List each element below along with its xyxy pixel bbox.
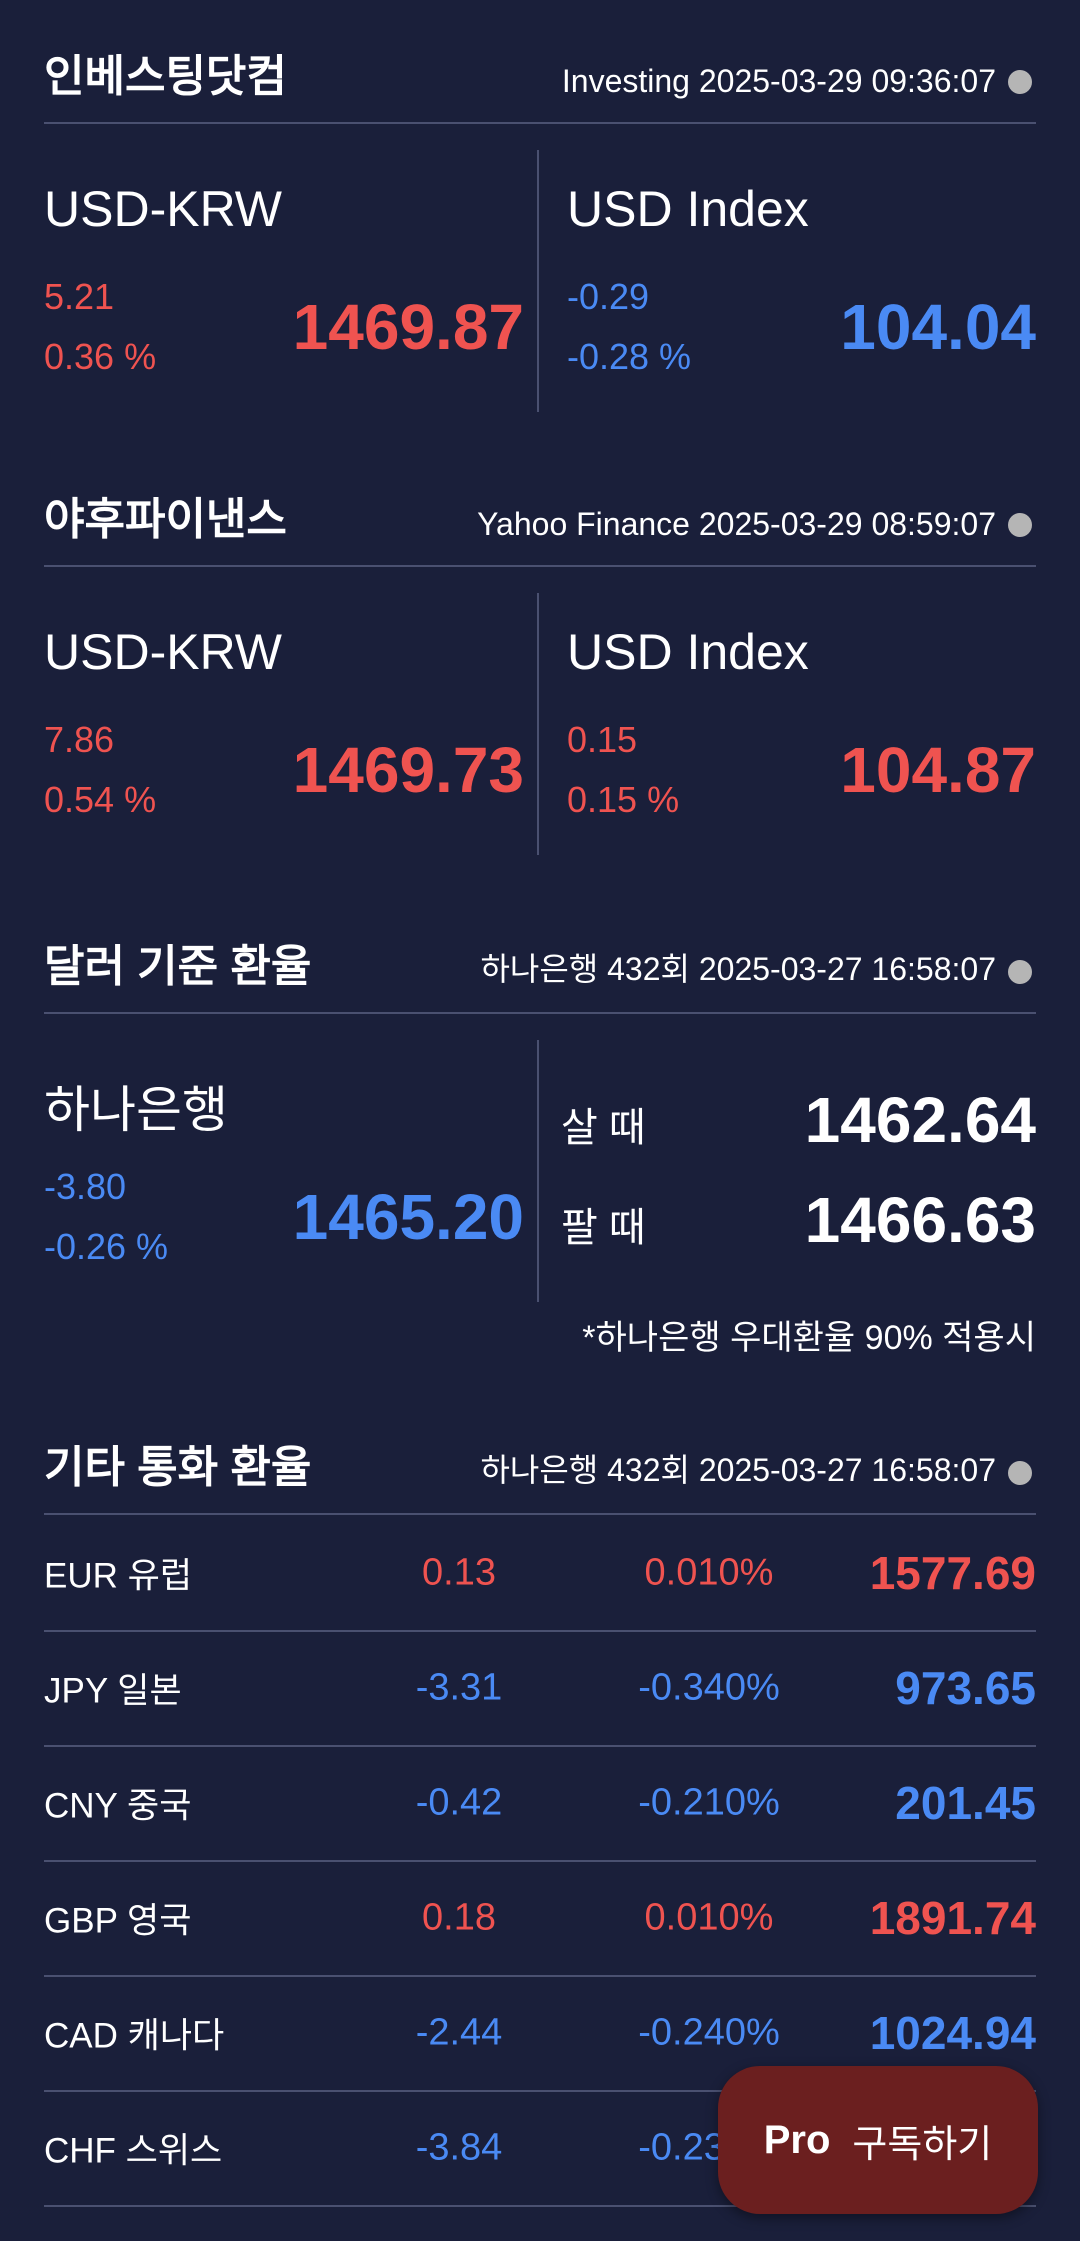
currency-name: EUR 유럽 (44, 1556, 193, 1595)
buy-label: 살 때 (561, 1106, 646, 1150)
currency-change-pct: -0.340% (638, 1666, 780, 1708)
section-title: 달러 기준 환율 (44, 942, 312, 991)
rate-change-pct: 0.15 % (567, 779, 680, 820)
source-timestamp: 하나은행 432회 2025-03-27 16:58:07 (480, 951, 996, 987)
bank-name: 하나은행 (44, 1082, 228, 1138)
pro-label: Pro (763, 2117, 831, 2162)
currency-change: -2.44 (415, 2011, 503, 2053)
currency-value: 1577.69 (869, 1546, 1036, 1599)
currency-row[interactable]: CHF 스위스 -3.84 -0.230% (44, 2090, 1036, 2207)
section-title: 인베스팅닷컴 (44, 52, 287, 101)
rate-change-pct: 0.36 % (44, 336, 157, 377)
source-timestamp: Investing 2025-03-29 09:36:07 (561, 63, 996, 99)
currency-name: JPY 일본 (44, 1671, 182, 1710)
sell-value: 1466.63 (804, 1184, 1036, 1256)
rate-name: USD Index (567, 624, 809, 680)
subscribe-label: 구독하기 (852, 2123, 993, 2166)
dollar-header: 달러 기준 환율 하나은행 432회 2025-03-27 16:58:07 (44, 932, 1036, 1014)
currency-value: 1891.74 (869, 1891, 1036, 1944)
currency-row[interactable]: CAD 캐나다 -2.44 -0.240% 1024.94 (44, 1975, 1036, 2092)
source-timestamp: 하나은행 432회 2025-03-27 16:58:07 (480, 1452, 996, 1488)
dollar-section: 달러 기준 환율 하나은행 432회 2025-03-27 16:58:07 하… (44, 890, 1036, 1370)
currency-row[interactable]: EUR 유럽 0.13 0.010% 1577.69 (44, 1515, 1036, 1632)
rate-name: USD-KRW (44, 624, 282, 680)
section-title: 기타 통화 환율 (44, 1443, 312, 1492)
sell-label: 팔 때 (561, 1206, 646, 1250)
yahoo-header: 야후파이낸스 Yahoo Finance 2025-03-29 08:59:07 (44, 485, 1036, 567)
other-header: 기타 통화 환율 하나은행 432회 2025-03-27 16:58:07 (44, 1433, 1036, 1515)
currency-change: -0.42 (415, 1781, 503, 1823)
currency-value: 1024.94 (869, 2006, 1036, 2059)
currency-row[interactable]: GBP 영국 0.18 0.010% 1891.74 (44, 1860, 1036, 1977)
pro-subscribe-button[interactable]: Pro 구독하기 (718, 2066, 1038, 2214)
rate-change-pct: -0.28 % (567, 336, 692, 377)
buy-value: 1462.64 (804, 1084, 1036, 1156)
rate-change: 7.86 (44, 719, 115, 760)
panel-divider (537, 150, 539, 412)
currency-change-pct: -0.240% (638, 2011, 780, 2053)
currency-name: CNY 중국 (44, 1786, 192, 1825)
rate-value: 1469.73 (292, 734, 524, 806)
rate-change-pct: 0.54 % (44, 779, 157, 820)
rate-change: -3.80 (44, 1166, 127, 1207)
currency-change-pct: 0.010% (644, 1896, 774, 1938)
yahoo-section: 야후파이낸스 Yahoo Finance 2025-03-29 08:59:07… (44, 443, 1036, 863)
currency-change-pct: 0.010% (644, 1551, 774, 1593)
currency-change-pct: -0.210% (638, 1781, 780, 1823)
status-dot-icon (1008, 513, 1032, 537)
currency-name: CHF 스위스 (44, 2131, 223, 2170)
currency-name: CAD 캐나다 (44, 2016, 225, 2055)
currency-change: -3.31 (415, 1666, 503, 1708)
rate-value: 104.04 (840, 291, 1036, 363)
rate-name: USD-KRW (44, 181, 282, 237)
currency-value: 973.65 (895, 1661, 1036, 1714)
investing-header: 인베스팅닷컴 Investing 2025-03-29 09:36:07 (44, 42, 1036, 124)
preferential-rate-note: *하나은행 우대환율 90% 적용시 (582, 1319, 1036, 1357)
currency-row[interactable]: CNY 중국 -0.42 -0.210% 201.45 (44, 1745, 1036, 1862)
currency-change: 0.18 (422, 1896, 496, 1938)
status-dot-icon (1008, 960, 1032, 984)
currency-name: GBP 영국 (44, 1901, 192, 1940)
rate-name: USD Index (567, 181, 809, 237)
panel-divider (537, 593, 539, 855)
source-timestamp: Yahoo Finance 2025-03-29 08:59:07 (477, 506, 996, 542)
rate-change: 0.15 (567, 719, 638, 760)
rate-value: 1469.87 (292, 291, 524, 363)
investing-section: 인베스팅닷컴 Investing 2025-03-29 09:36:07 USD… (44, 0, 1036, 420)
currency-value: 201.45 (895, 1776, 1036, 1829)
rate-change: -0.29 (567, 276, 650, 317)
currency-change: -3.84 (415, 2126, 503, 2168)
section-title: 야후파이낸스 (44, 495, 287, 544)
currency-row[interactable]: JPY 일본 -3.31 -0.340% 973.65 (44, 1630, 1036, 1747)
other-currency-section: 기타 통화 환율 하나은행 432회 2025-03-27 16:58:07 E… (44, 1391, 1036, 2241)
status-dot-icon (1008, 1461, 1032, 1485)
panel-divider (537, 1040, 539, 1302)
status-dot-icon (1008, 70, 1032, 94)
rate-change: 5.21 (44, 276, 115, 317)
rate-value: 1465.20 (292, 1181, 524, 1253)
rate-value: 104.87 (840, 734, 1036, 806)
rate-change-pct: -0.26 % (44, 1226, 169, 1267)
currency-change: 0.13 (422, 1551, 496, 1593)
